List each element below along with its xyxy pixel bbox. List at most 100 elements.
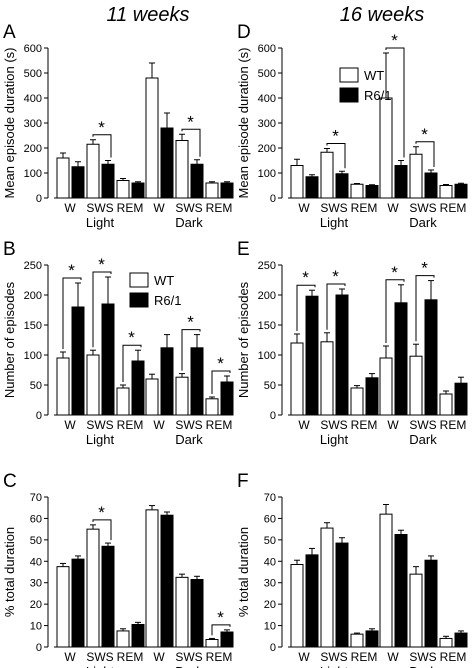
bar-wt-light-sws [320,151,334,199]
bar-r6-light-sws [335,173,349,199]
x-category-label: SWS [86,650,113,664]
bar-r6-dark-rem [220,631,234,648]
y-tick-label: 20 [30,599,42,611]
x-category-label: REM [206,650,233,664]
y-tick-label: 150 [24,320,42,332]
bar-wt-dark-w [379,97,393,199]
bar-wt-dark-w [379,513,393,648]
significance-star: * [391,31,398,50]
bar-r6-dark-sws [190,163,204,199]
panel-a: A 0 100 200 300 400 500 600 Mean episode duratio… [2,22,234,230]
bar-wt-dark-rem [205,182,219,199]
bar-wt-light-w [290,342,304,416]
x-category-label: W [64,650,76,664]
significance-star: * [421,259,428,278]
bar-r6-light-rem [131,182,145,199]
bar-wt-light-sws [86,143,100,199]
x-category-label: W [387,650,399,664]
bar-wt-light-rem [350,387,364,416]
y-tick-label: 200 [258,143,276,155]
panel-label: E [237,239,250,260]
bar-wt-light-w [290,165,304,199]
y-tick-label: 50 [30,380,42,392]
bar-r6-dark-rem [220,182,234,199]
significance-bracket [385,279,405,343]
bar-r6-light-sws [101,303,115,416]
bar-wt-dark-sws [175,376,189,416]
bar-wt-light-sws [86,528,100,648]
bar-r6-dark-sws [190,347,204,416]
x-category-label: SWS [409,201,436,215]
bar-r6-dark-w [160,127,174,199]
bar-wt-light-sws [320,527,334,648]
bar-r6-dark-sws [424,299,438,416]
significance-star: * [98,118,105,137]
significance-star: * [98,503,105,522]
bar-wt-light-w [56,157,70,199]
x-category-label: REM [117,201,144,215]
significance-star: * [332,127,339,146]
y-tick-label: 600 [258,43,276,55]
x-category-label: SWS [175,201,202,215]
y-tick-label: 400 [258,93,276,105]
x-group-label: Light [320,432,349,447]
y-tick-label: 30 [30,578,42,590]
bar-r6-light-w [305,176,319,199]
bar-r6-light-rem [365,377,379,416]
panel-label: F [237,471,249,492]
legend-swatch-r6 [129,292,149,308]
y-tick-label: 40 [264,556,276,568]
bar-r6-dark-rem [220,381,234,416]
bar-wt-light-sws [86,354,100,416]
bar-wt-dark-sws [175,140,189,199]
bar-wt-dark-w [379,357,393,416]
y-tick-label: 50 [264,380,276,392]
y-tick-label: 300 [24,118,42,130]
y-tick-label: 0 [36,193,42,205]
x-category-label: W [64,418,76,432]
y-tick-label: 100 [24,168,42,180]
bar-r6-dark-w [394,534,408,648]
x-group-label: Dark [175,664,203,668]
y-tick-label: 500 [24,68,42,80]
y-tick-label: 10 [264,621,276,633]
y-tick-label: 100 [24,350,42,362]
bar-r6-dark-rem [454,183,468,199]
significance-bracket [415,275,435,342]
bar-wt-light-rem [350,633,364,648]
x-group-label: Light [86,432,115,447]
panel-label: D [237,22,251,43]
bar-r6-light-sws [101,545,115,648]
y-tick-label: 60 [264,513,276,525]
legend-label-r6: R6/1 [154,293,181,308]
x-category-label: SWS [409,418,436,432]
legend-swatch-wt [129,272,149,288]
bar-r6-light-rem [365,185,379,199]
bar-r6-dark-w [160,514,174,648]
x-category-label: REM [206,201,233,215]
y-axis-label: % total duration [236,527,251,617]
bar-r6-dark-sws [424,172,438,199]
x-category-label: W [64,201,76,215]
y-tick-label: 40 [30,556,42,568]
bar-wt-light-rem [116,630,130,648]
y-tick-label: 20 [264,599,276,611]
significance-bracket [62,277,82,349]
y-axis-label: Number of episodes [236,281,251,398]
bar-wt-dark-w [145,509,159,648]
bar-r6-light-w [71,306,85,416]
bar-r6-dark-rem [454,382,468,416]
y-tick-label: 50 [264,535,276,547]
x-category-label: W [153,201,165,215]
significance-bracket [326,143,346,169]
panel-e: E 0 50 100 150 200 250 Number of episodes W SWS RE… [236,239,468,447]
bar-wt-light-rem [116,180,130,199]
bar-wt-dark-rem [205,398,219,416]
significance-bracket [122,344,142,382]
significance-star: * [332,267,339,286]
significance-bracket [92,271,112,348]
y-tick-label: 10 [30,621,42,633]
x-category-label: REM [351,650,378,664]
significance-star: * [302,268,309,287]
